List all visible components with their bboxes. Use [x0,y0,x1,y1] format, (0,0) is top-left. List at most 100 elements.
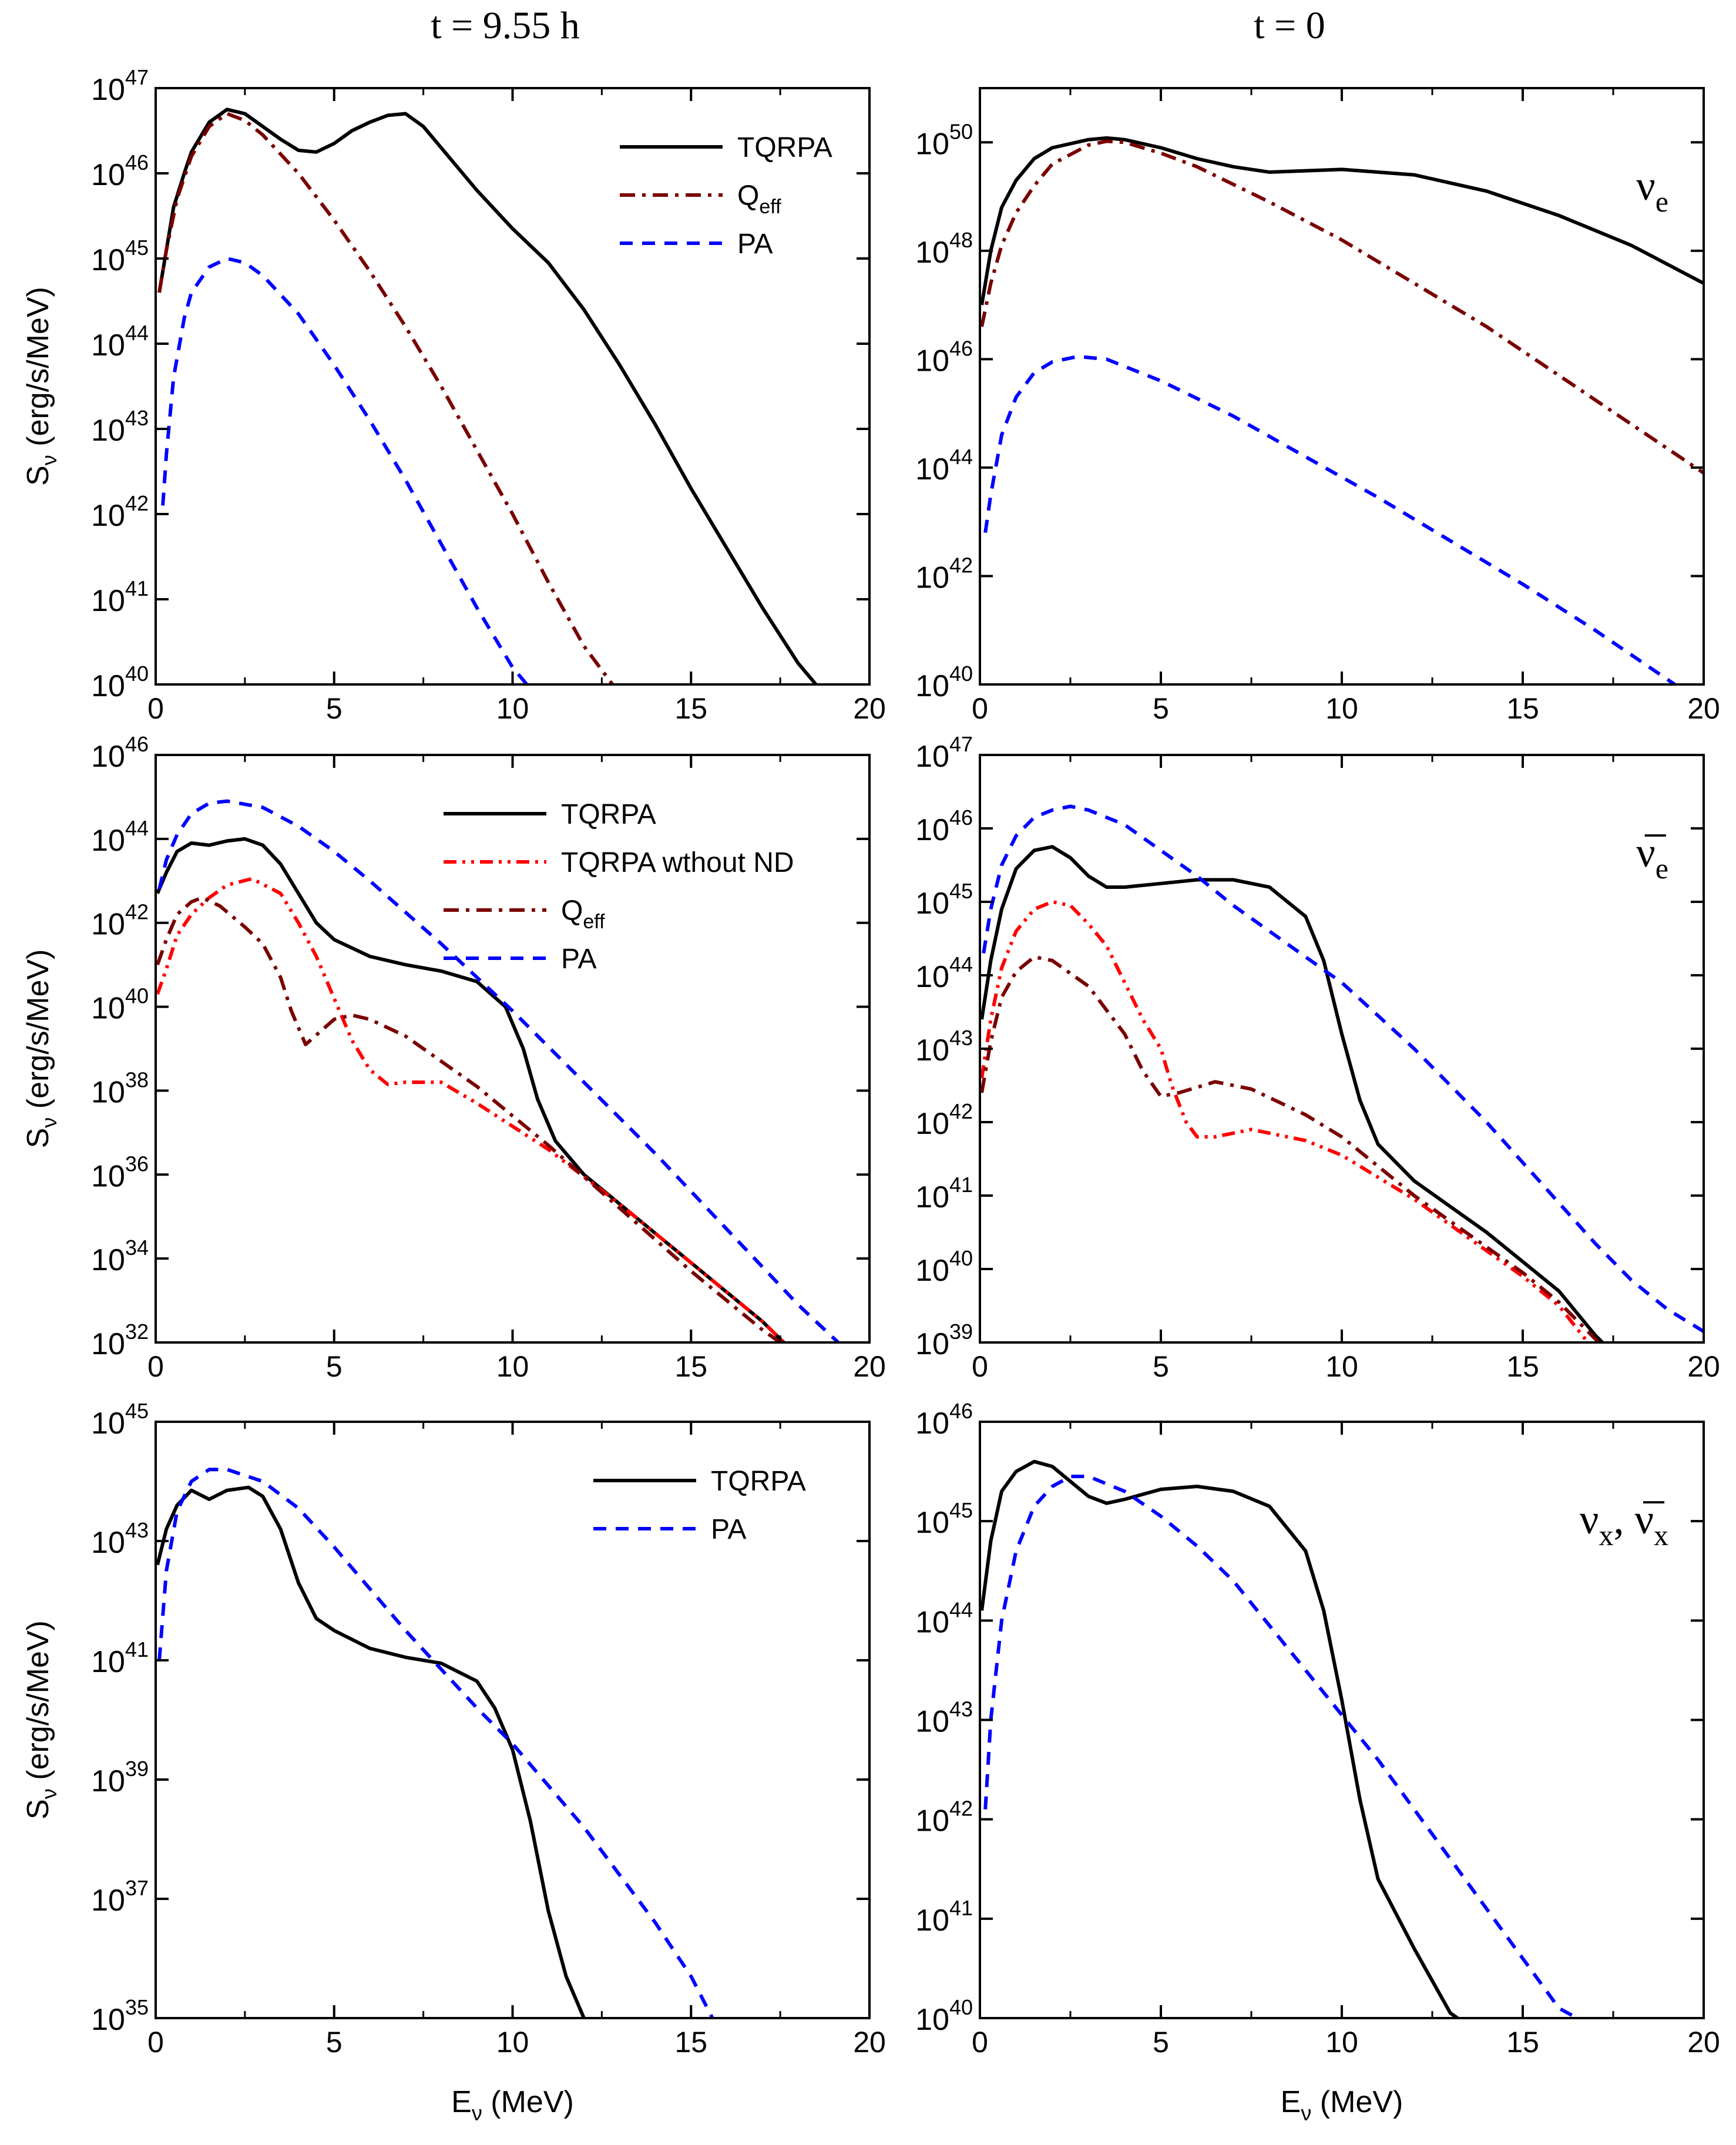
y-axis-label-main: S [21,1799,55,1820]
y-tick-label: 1041 [915,1173,973,1214]
y-tick-label: 1036 [91,1152,149,1193]
y-tick-label: 1043 [91,1518,149,1560]
legend-label-text: Q [737,180,759,212]
series-line-pa [982,804,1704,1333]
y-tick-exponent: 32 [125,1320,149,1344]
y-tick-label: 1041 [915,1896,973,1938]
x-tick-label: 15 [674,2026,707,2059]
y-tick-label: 1043 [91,406,149,448]
y-tick-label: 1041 [91,1637,149,1679]
panel-p11: 0 5 10 15 2010391040104110421043104410451046… [915,732,1720,1383]
y-tick-label: 1042 [915,1099,973,1141]
y-tick-base: 10 [915,740,949,774]
y-tick-base: 10 [915,1254,949,1288]
x-tick-label: 15 [1506,2026,1539,2059]
y-axis-label-main: S [21,465,55,486]
y-axis-label-rest: (erg/s/MeV) [21,949,55,1117]
y-tick-label: 1037 [91,1876,149,1918]
x-tick-label: 5 [326,692,343,725]
legend-label-qeff: Qeff [561,895,605,933]
legend-label-pa: PA [561,944,596,975]
x-tick-label: 10 [496,692,529,725]
y-tick-label: 1040 [915,662,973,703]
y-tick-label: 1047 [915,732,973,774]
y-tick-exponent: 47 [125,65,149,89]
y-tick-exponent: 40 [125,984,149,1008]
x-tick-label: 20 [853,2026,886,2059]
y-tick-label: 1046 [915,805,973,847]
series-line-qeff [980,139,1704,475]
y-tick-exponent: 48 [949,228,973,252]
y-tick-exponent: 44 [125,816,149,840]
y-tick-base: 10 [915,1107,949,1141]
x-tick-label: 15 [1506,1350,1539,1383]
legend-label-tqrpa: TQRPA [737,132,832,163]
y-tick-label: 1038 [91,1068,149,1109]
plot-frame [155,1421,871,2019]
y-tick-exponent: 41 [949,1173,973,1197]
y-tick-label: 1046 [915,1399,973,1441]
y-tick-label: 1042 [915,1797,973,1838]
x-axis-label-rest: (MeV) [482,2085,574,2119]
x-tick-label: 15 [674,692,707,725]
y-tick-exponent: 45 [125,1399,149,1423]
y-tick-exponent: 42 [949,1099,973,1123]
y-axis-label-sub: ν [37,1788,61,1799]
y-tick-exponent: 44 [949,445,973,469]
y-axis-label-rest: (erg/s/MeV) [21,1620,55,1788]
x-tick-label: 0 [972,692,988,725]
series-line-tqrpa_nond [980,900,1590,1342]
legend-label-tqrpa_nond: TQRPA wthout ND [561,847,794,878]
legend-label-text: PA [711,1514,746,1545]
y-tick-exponent: 46 [949,336,973,360]
x-tick-label: 5 [326,1350,343,1383]
y-tick-exponent: 44 [949,1597,973,1622]
species-sub: e [1656,185,1668,218]
series-line-tqrpa [980,845,1604,1342]
x-tick-label: 10 [1325,2026,1358,2059]
panel-p10: 0 5 10 15 2010321034103610381040104210441046… [21,732,886,1383]
series-line-pa [983,354,1676,684]
y-tick-label: 1035 [91,1995,149,2037]
y-tick-base: 10 [915,813,949,847]
species-label: νe [1636,162,1668,218]
y-axis-label: Sν (erg/s/MeV) [21,949,61,1149]
y-axis-label: Sν (erg/s/MeV) [21,1620,61,1820]
legend-label-text: TQRPA wthout ND [561,847,794,878]
series-line-tqrpa [157,108,818,684]
y-tick-label: 1047 [91,65,149,107]
y-tick-base: 10 [915,1705,949,1739]
species-label: ν̅e [1636,829,1668,885]
x-axis-label-main: E [1281,2085,1301,2119]
y-tick-label: 1040 [91,984,149,1026]
y-tick-exponent: 40 [949,1246,973,1270]
x-tick-label: 0 [147,2026,164,2059]
y-tick-base: 10 [91,1327,125,1361]
x-tick-label: 10 [1325,1350,1358,1383]
species-sub: x [1599,1519,1613,1552]
x-tick-label: 0 [147,1350,164,1383]
y-axis-label-main: S [21,1128,55,1149]
y-tick-exponent: 42 [125,900,149,924]
y-tick-base: 10 [915,669,949,703]
y-tick-exponent: 44 [949,952,973,976]
y-tick-base: 10 [915,1180,949,1214]
x-tick-label: 20 [1687,2026,1720,2059]
y-tick-label: 1039 [91,1757,149,1798]
legend-label-tqrpa: TQRPA [711,1466,806,1497]
x-axis-label: Eν (MeV) [1281,2085,1403,2125]
legend-label-sub: eff [759,196,781,218]
column-title-right: t = 0 [1254,4,1325,47]
y-tick-base: 10 [91,73,125,107]
y-tick-exponent: 42 [949,1797,973,1821]
x-tick-label: 15 [674,1350,707,1383]
y-tick-base: 10 [91,1159,125,1193]
legend-label-sub: eff [583,911,605,933]
y-tick-base: 10 [915,887,949,921]
y-tick-exponent: 41 [949,1896,973,1920]
y-tick-base: 10 [915,1605,949,1639]
